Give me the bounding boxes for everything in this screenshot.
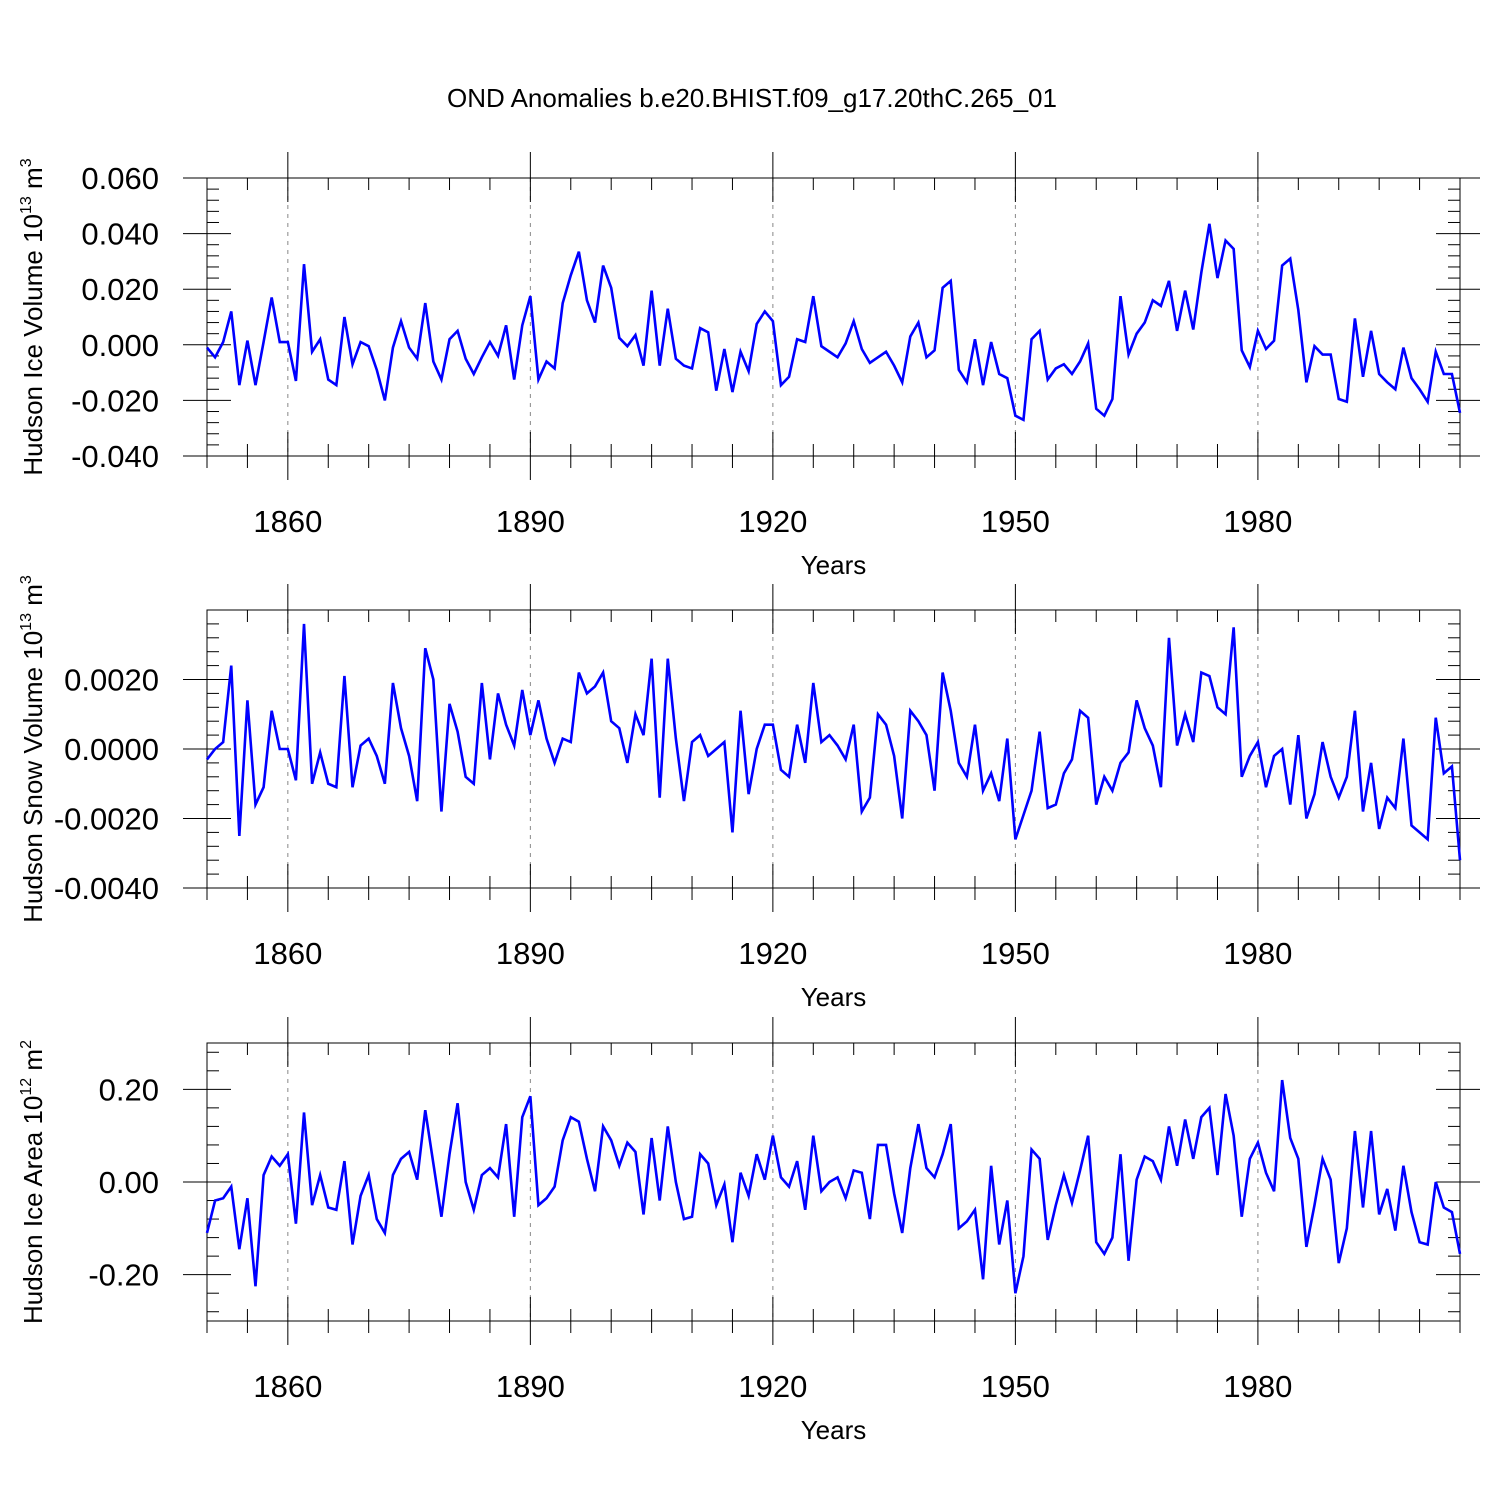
y-tick-label: 0.020 (81, 272, 159, 307)
x-tick-label: 1980 (1223, 1369, 1292, 1404)
figure-title: OND Anomalies b.e20.BHIST.f09_g17.20thC.… (447, 83, 1057, 113)
panel-3: -0.20 0.00 0.20 1860 1890 1920 1950 1980 Years Hu… (18, 1017, 1480, 1445)
y-axis-label: Hudson Ice Volume 1013 m3 (18, 158, 48, 475)
y-axis-label-exponent: 12 (18, 1078, 35, 1096)
y-tick-label: 0.0020 (64, 663, 159, 698)
y-tick-label: 0.060 (81, 161, 159, 196)
y-tick-label: 0.00 (99, 1165, 159, 1200)
y-tick-label: -0.0020 (54, 802, 159, 837)
x-tick-label: 1860 (253, 504, 322, 539)
x-axis-label: Years (801, 982, 867, 1012)
y-tick-label: 0.040 (81, 217, 159, 252)
y-axis-label-exponent: 13 (18, 196, 35, 214)
plot-frame (206, 609, 1461, 889)
x-axis-label: Years (801, 1415, 867, 1445)
x-tick-label: 1980 (1223, 504, 1292, 539)
y-axis-label-unit: m (18, 584, 48, 613)
plot-frame (206, 1042, 1461, 1322)
y-axis-label: Hudson Snow Volume 1013 m3 (18, 575, 48, 923)
x-tick-label: 1950 (981, 936, 1050, 971)
y-tick-label: -0.040 (71, 439, 159, 474)
series-line (205, 1079, 1462, 1294)
x-tick-label: 1890 (496, 504, 565, 539)
y-axis-label-text: Hudson Snow Volume 10 (18, 631, 48, 923)
y-axis-label: Hudson Ice Area 1012 m2 (18, 1040, 48, 1324)
x-tick-label: 1920 (738, 1369, 807, 1404)
series-line (205, 623, 1462, 861)
x-tick-label: 1860 (253, 936, 322, 971)
x-tick-label: 1860 (253, 1369, 322, 1404)
y-axis-label-unit: m (18, 167, 48, 196)
y-axis-label-unit-exponent: 3 (18, 158, 35, 167)
y-axis-label-text: Hudson Ice Area 10 (18, 1096, 48, 1324)
x-tick-label: 1920 (738, 504, 807, 539)
panels: -0.040 -0.020 0.000 0.020 0.040 0.060 1860 1890… (18, 152, 1480, 1445)
x-tick-label: 1920 (738, 936, 807, 971)
x-tick-label: 1980 (1223, 936, 1292, 971)
panel-1: -0.040 -0.020 0.000 0.020 0.040 0.060 1860 1890… (18, 152, 1480, 580)
panel-2: -0.0040 -0.0020 0.0000 0.0020 1860 1890 1920 19… (18, 575, 1480, 1012)
y-tick-label: 0.0000 (64, 732, 159, 767)
x-axis-label: Years (801, 550, 867, 580)
y-tick-label: -0.20 (88, 1258, 159, 1293)
y-tick-label: -0.020 (71, 383, 159, 418)
y-tick-label: 0.20 (99, 1072, 159, 1107)
y-axis-label-unit-exponent: 3 (18, 575, 35, 584)
y-axis-label-text: Hudson Ice Volume 10 (18, 214, 48, 476)
y-axis-label-unit-exponent: 2 (18, 1040, 35, 1049)
plot-frame (206, 177, 1461, 457)
y-axis-label-exponent: 13 (18, 613, 35, 631)
y-tick-label: 0.000 (81, 328, 159, 363)
series-line (205, 223, 1462, 422)
x-tick-label: 1950 (981, 504, 1050, 539)
x-tick-label: 1890 (496, 936, 565, 971)
y-tick-label: -0.0040 (54, 871, 159, 906)
y-axis-label-unit: m (18, 1049, 48, 1078)
x-tick-label: 1890 (496, 1369, 565, 1404)
x-tick-label: 1950 (981, 1369, 1050, 1404)
